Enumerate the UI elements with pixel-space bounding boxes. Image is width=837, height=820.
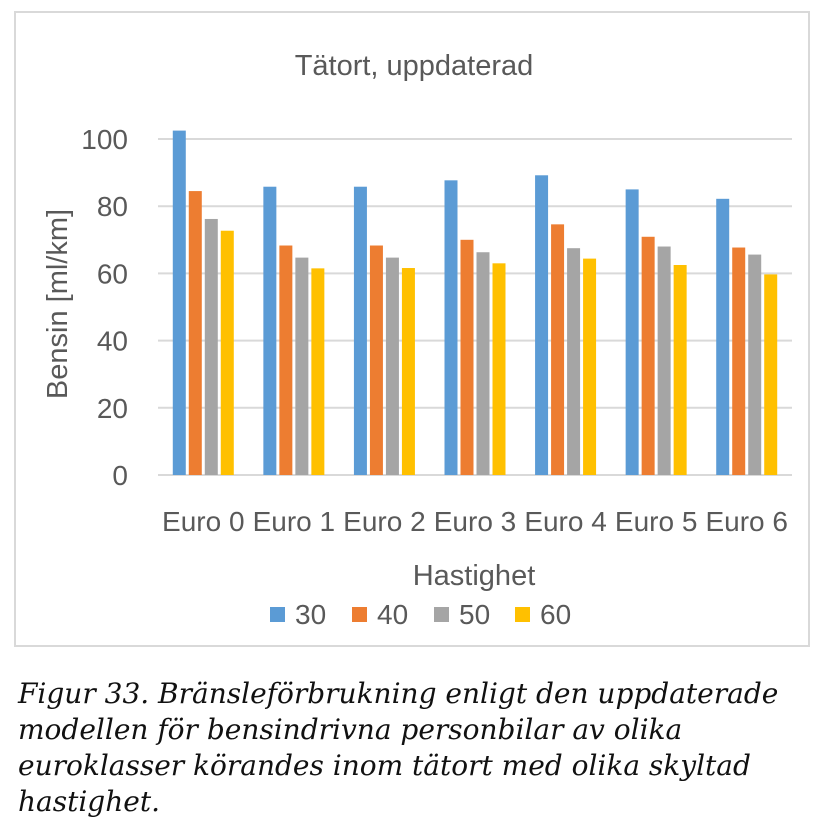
legend-label: 50 [459,599,490,630]
y-tick-label: 60 [97,258,128,289]
bar-40-euro-4 [551,224,565,475]
bar-60-euro-2 [401,268,415,475]
bar-40-euro-2 [369,245,383,475]
x-tick-label: Euro 3 [434,506,517,537]
legend-item-60: 60 [515,599,571,630]
x-tick-label: Euro 5 [615,506,698,537]
bar-60-euro-5 [673,265,687,475]
y-axis-label: Bensin [ml/km] [42,209,74,399]
bar-50-euro-6 [748,254,762,475]
y-tick-labels: 0 20 40 60 80 100 [81,124,128,491]
bar-50-euro-4 [567,248,581,475]
gridlines [158,138,792,476]
bar-30-euro-5 [625,189,639,475]
legend-label: 40 [377,599,408,630]
chart-frame: 0 20 40 60 80 100 Euro 0 Euro 1 Euro 2 Euro 3 Eur… [14,11,810,647]
legend: 30 40 50 60 [270,599,571,630]
y-tick-label: 0 [112,460,128,491]
bar-60-euro-3 [492,263,506,475]
y-tick-label: 40 [97,326,128,357]
bar-40-euro-5 [641,236,655,475]
bar-40-euro-6 [732,247,746,475]
bars [172,130,778,476]
x-tick-label: Euro 1 [253,506,336,537]
bar-30-euro-1 [263,186,277,475]
figure-caption: Figur 33. Bränsleförbrukning enligt den … [18,677,779,818]
bar-60-euro-6 [764,274,778,475]
legend-swatch [434,607,449,622]
legend-label: 60 [540,599,571,630]
legend-item-30: 30 [270,599,326,630]
bar-30-euro-6 [716,198,730,476]
x-axis-label: Hastighet [413,560,536,592]
x-tick-label: Euro 4 [524,506,607,537]
x-tick-labels: Euro 0 Euro 1 Euro 2 Euro 3 Euro 4 Euro 5 Euro… [162,506,788,537]
legend-item-50: 50 [434,599,490,630]
bar-40-euro-3 [460,239,474,475]
legend-label: 30 [295,599,326,630]
bar-60-euro-0 [220,230,234,475]
x-tick-label: Euro 6 [705,506,788,537]
x-tick-label: Euro 2 [343,506,426,537]
chart-title: Tätort, uppdaterad [295,50,534,82]
x-tick-label: Euro 0 [162,506,245,537]
bar-50-euro-3 [476,252,490,475]
bar-40-euro-1 [279,245,293,475]
y-tick-label: 80 [97,191,128,222]
bar-50-euro-5 [657,246,671,475]
bar-50-euro-0 [204,218,218,475]
bar-30-euro-0 [172,130,186,475]
legend-item-40: 40 [352,599,408,630]
bar-60-euro-1 [311,268,325,475]
legend-swatch [352,607,367,622]
legend-swatch [515,607,530,622]
legend-swatch [270,607,285,622]
bar-30-euro-4 [535,175,549,475]
bar-50-euro-2 [385,257,399,475]
bar-30-euro-3 [444,180,458,475]
bar-60-euro-4 [583,258,597,475]
y-tick-label: 20 [97,393,128,424]
bar-30-euro-2 [353,186,367,475]
bar-40-euro-0 [188,191,202,475]
y-tick-label: 100 [81,124,128,155]
bar-50-euro-1 [295,257,309,475]
